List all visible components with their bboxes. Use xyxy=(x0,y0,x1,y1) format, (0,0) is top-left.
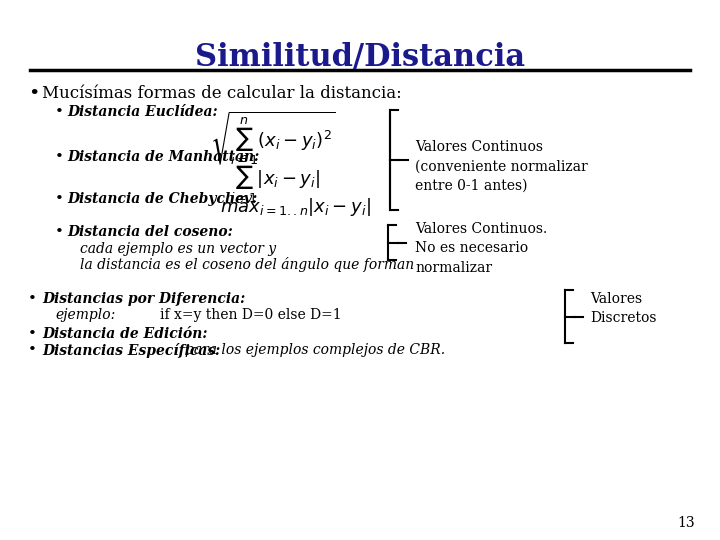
Text: $\sum_{i=1}^{n}|x_i - y_i|$: $\sum_{i=1}^{n}|x_i - y_i|$ xyxy=(230,153,320,205)
Text: la distancia es el coseno del ángulo que forman: la distancia es el coseno del ángulo que… xyxy=(80,257,414,272)
Text: Valores Continuos
(conveniente normalizar
entre 0-1 antes): Valores Continuos (conveniente normaliza… xyxy=(415,140,588,193)
Text: •: • xyxy=(55,225,64,239)
Text: Valores Continuos.
No es necesario
normalizar: Valores Continuos. No es necesario norma… xyxy=(415,222,547,275)
Text: $max_{i=1..n}|x_i - y_i|$: $max_{i=1..n}|x_i - y_i|$ xyxy=(220,196,371,218)
Text: Valores
Discretos: Valores Discretos xyxy=(590,292,657,326)
Text: Distancias por Diferencia:: Distancias por Diferencia: xyxy=(42,292,246,306)
Text: Mucísímas formas de calcular la distancia:: Mucísímas formas de calcular la distanci… xyxy=(42,85,402,102)
Text: ejemplo:: ejemplo: xyxy=(55,308,115,322)
Text: if x=y then D=0 else D=1: if x=y then D=0 else D=1 xyxy=(160,308,341,322)
Text: •: • xyxy=(28,327,37,341)
Text: •: • xyxy=(55,105,64,119)
Text: Distancia Euclídea:: Distancia Euclídea: xyxy=(67,105,217,119)
Text: Distancia del coseno:: Distancia del coseno: xyxy=(67,225,233,239)
Text: Distancia de Edición:: Distancia de Edición: xyxy=(42,327,207,341)
Text: •: • xyxy=(28,292,37,306)
Text: Distancia de Chebychev:: Distancia de Chebychev: xyxy=(67,192,257,206)
Text: 13: 13 xyxy=(678,516,695,530)
Text: $\sqrt{\sum_{i=1}^{n}(x_i - y_i)^2}$: $\sqrt{\sum_{i=1}^{n}(x_i - y_i)^2}$ xyxy=(210,110,336,167)
Text: Similitud/Distancia: Similitud/Distancia xyxy=(195,42,525,73)
Text: •: • xyxy=(55,192,64,206)
Text: Distancia de Manhattan:: Distancia de Manhattan: xyxy=(67,150,259,164)
Text: Distancias Específicas:: Distancias Específicas: xyxy=(42,343,220,358)
Text: cada ejemplo es un vector y: cada ejemplo es un vector y xyxy=(80,242,276,256)
Text: •: • xyxy=(28,343,37,357)
Text: •: • xyxy=(55,150,64,164)
Text: •: • xyxy=(28,85,40,103)
Text: para los ejemplos complejos de CBR.: para los ejemplos complejos de CBR. xyxy=(185,343,445,357)
